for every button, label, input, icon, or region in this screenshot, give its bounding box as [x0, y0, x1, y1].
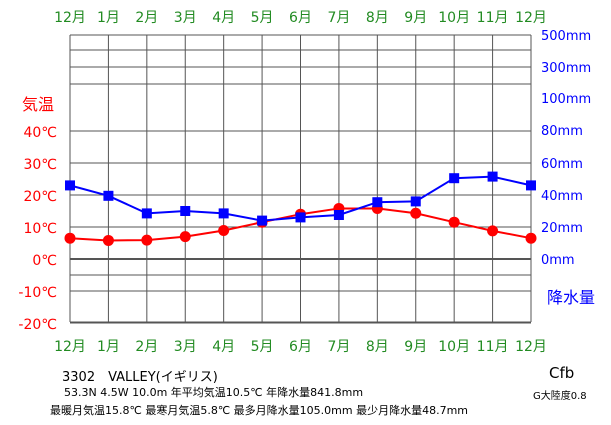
- bottom-month-label: 10月: [438, 339, 470, 355]
- precipitation-point: [487, 171, 498, 182]
- precipitation-point: [372, 197, 383, 208]
- station-extremes: 最暖月気温15.8℃ 最寒月気温5.8℃ 最多月降水量105.0mm 最少月降水…: [50, 404, 469, 417]
- top-month-label: 10月: [438, 10, 470, 26]
- left-tick-label: 30℃: [23, 157, 57, 173]
- bottom-month-label: 4月: [212, 339, 235, 355]
- bottom-month-label: 12月: [515, 339, 547, 355]
- top-month-label: 1月: [97, 10, 120, 26]
- left-tick-label: 10℃: [23, 221, 57, 237]
- left-tick-label: 40℃: [23, 125, 57, 141]
- right-axis-title: 降水量: [547, 288, 595, 307]
- top-month-label: 3月: [174, 10, 197, 26]
- left-tick-label: -10℃: [18, 285, 57, 301]
- precipitation-point: [295, 212, 306, 223]
- precipitation-point: [141, 208, 152, 219]
- top-month-label: 9月: [404, 10, 427, 26]
- temperature-point: [410, 207, 422, 219]
- continentality: G大陸度0.8: [533, 391, 587, 402]
- right-tick-label: 100mm: [541, 92, 591, 107]
- precipitation-point: [180, 206, 191, 216]
- top-month-label: 7月: [327, 10, 350, 26]
- temperature-point: [487, 225, 499, 237]
- climate-class: Cfb: [549, 364, 575, 382]
- top-month-labels: 12月 1月 2月 3月 4月 5月 6月 7月 8月 9月 10月 11月 12月: [54, 10, 547, 26]
- bottom-month-label: 1月: [97, 339, 120, 355]
- bottom-month-label: 7月: [327, 339, 350, 355]
- bottom-month-label: 8月: [366, 339, 389, 355]
- left-tick-label: 0℃: [32, 253, 57, 269]
- bottom-month-label: 5月: [251, 339, 274, 355]
- precipitation-point: [218, 208, 229, 219]
- precipitation-point: [65, 180, 75, 191]
- right-tick-label: 500mm: [541, 29, 591, 44]
- right-axis-ticks: 500mm 300mm 100mm 80mm 60mm 40mm 20mm 0mm: [541, 29, 591, 268]
- left-tick-label: -20℃: [18, 317, 57, 333]
- bottom-month-label: 12月: [54, 339, 86, 355]
- bottom-month-label: 2月: [135, 339, 158, 355]
- temperature-point: [64, 232, 76, 244]
- precipitation-point: [526, 180, 536, 191]
- temperature-point: [448, 216, 460, 228]
- left-axis-ticks: 40℃ 30℃ 20℃ 10℃ 0℃ -10℃ -20℃: [18, 125, 57, 333]
- top-month-label: 5月: [251, 10, 274, 26]
- top-month-label: 8月: [366, 10, 389, 26]
- right-tick-label: 80mm: [541, 124, 583, 139]
- precipitation-point: [257, 215, 268, 226]
- bottom-month-label: 11月: [477, 339, 509, 355]
- precipitation-point: [333, 210, 344, 220]
- left-tick-label: 20℃: [23, 189, 57, 205]
- temperature-point: [102, 234, 114, 246]
- right-tick-label: 20mm: [541, 221, 583, 236]
- top-month-label: 12月: [515, 10, 547, 26]
- temperature-point: [179, 231, 191, 243]
- bottom-month-label: 3月: [174, 339, 197, 355]
- precipitation-series: [65, 171, 536, 226]
- bottom-month-label: 6月: [289, 339, 312, 355]
- right-tick-label: 40mm: [541, 189, 583, 204]
- bottom-month-label: 9月: [404, 339, 427, 355]
- right-tick-label: 60mm: [541, 157, 583, 172]
- top-month-label: 12月: [54, 10, 86, 26]
- top-month-label: 4月: [212, 10, 235, 26]
- station-coords: 53.3N 4.5W 10.0m 年平均気温10.5℃ 年降水量841.8mm: [64, 386, 364, 399]
- top-month-label: 2月: [135, 10, 158, 26]
- top-month-label: 6月: [289, 10, 312, 26]
- temperature-point: [218, 225, 230, 237]
- right-tick-label: 300mm: [541, 61, 591, 76]
- top-month-label: 11月: [477, 10, 509, 26]
- grid: [69, 34, 532, 324]
- station-name: 3302 VALLEY(イギリス): [62, 370, 218, 385]
- temperature-point: [525, 232, 537, 244]
- right-tick-label: 0mm: [541, 253, 575, 268]
- precipitation-point: [449, 173, 460, 184]
- precipitation-point: [410, 196, 421, 207]
- bottom-month-labels: 12月 1月 2月 3月 4月 5月 6月 7月 8月 9月 10月 11月 12月: [54, 339, 547, 355]
- precipitation-point: [103, 190, 114, 201]
- temperature-point: [141, 234, 153, 246]
- left-axis-title: 気温: [22, 95, 54, 114]
